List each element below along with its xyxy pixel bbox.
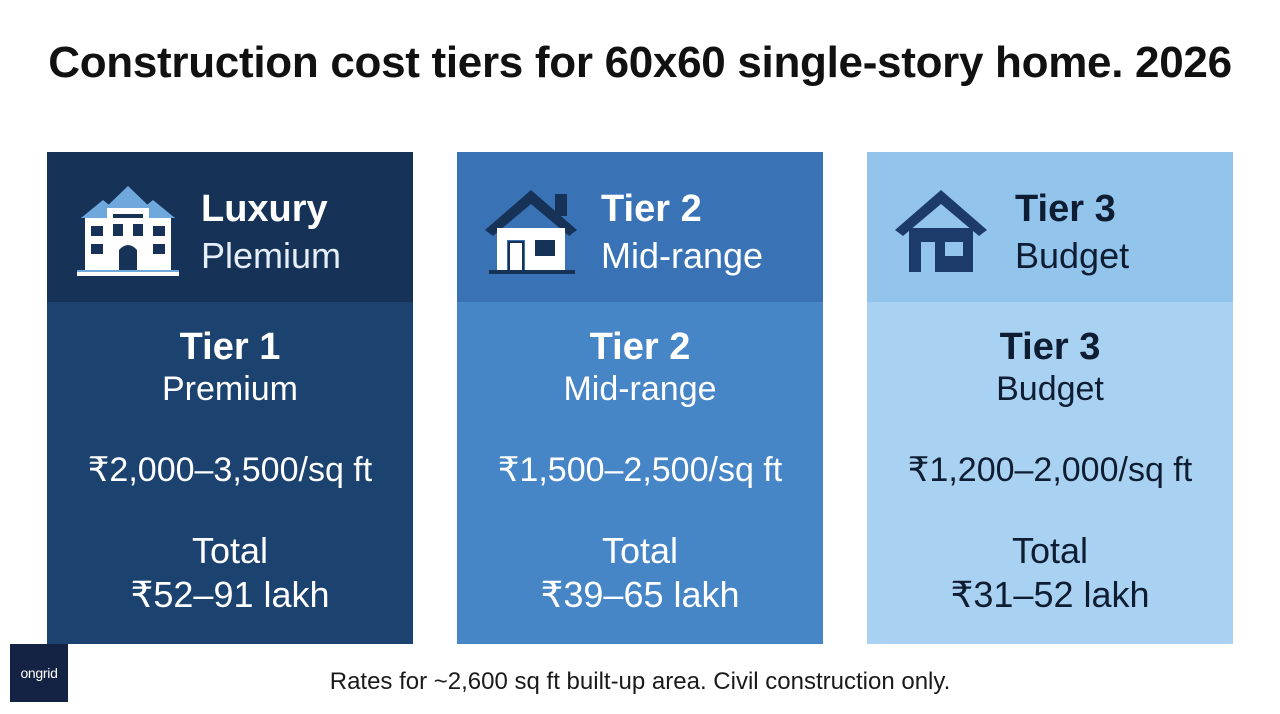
card-body: Tier 2 Mid-range ₹1,500–2,500/sq ft Tota… <box>457 302 823 644</box>
card-header-title: Tier 3 <box>1015 188 1116 230</box>
mansion-icon <box>73 180 183 280</box>
tier-card-luxury: Luxury Plemium Tier 1 Premium ₹2,000–3,5… <box>47 152 413 644</box>
total-value: ₹39–65 lakh <box>540 574 740 615</box>
card-header-title: Tier 2 <box>601 188 702 230</box>
card-header-subtitle: Mid-range <box>601 235 764 276</box>
rate-per-sqft: ₹2,000–3,500/sq ft <box>87 451 373 489</box>
small-house-icon <box>891 180 1001 280</box>
card-header: Tier 2 Mid-range <box>457 152 823 302</box>
page-title: Construction cost tiers for 60x60 single… <box>48 38 1232 87</box>
card-header-text: Tier 3 Budget <box>1015 186 1129 280</box>
logo-text: ongrid <box>20 665 58 681</box>
tier-subtitle: Budget <box>996 370 1104 408</box>
ongrid-logo: ongrid <box>10 644 68 702</box>
card-body: Tier 1 Premium ₹2,000–3,500/sq ft Total … <box>47 302 413 644</box>
rate-per-sqft: ₹1,200–2,000/sq ft <box>907 451 1193 489</box>
footnote: Rates for ~2,600 sq ft built-up area. Ci… <box>329 668 951 695</box>
tier-name: Tier 2 <box>589 326 691 368</box>
card-header-text: Luxury Plemium <box>201 186 341 280</box>
tier-name: Tier 1 <box>179 326 281 368</box>
card-header-subtitle: Budget <box>1015 235 1130 276</box>
tier-name: Tier 3 <box>999 326 1101 368</box>
card-header-text: Tier 2 Mid-range <box>601 186 763 280</box>
rate-per-sqft: ₹1,500–2,500/sq ft <box>497 451 783 489</box>
card-body: Tier 3 Budget ₹1,200–2,000/sq ft Total ₹… <box>867 302 1233 644</box>
tier-subtitle: Mid-range <box>563 370 717 408</box>
card-header-subtitle: Plemium <box>201 235 342 276</box>
tier-card-mid-range: Tier 2 Mid-range Tier 2 Mid-range ₹1,500… <box>457 152 823 644</box>
total-label: Total <box>601 530 679 571</box>
tier-subtitle: Premium <box>161 370 299 408</box>
total-value: ₹31–52 lakh <box>950 574 1150 615</box>
card-header-title: Luxury <box>201 188 328 230</box>
house-icon <box>481 180 591 280</box>
tier-card-budget: Tier 3 Budget Tier 3 Budget ₹1,200–2,000… <box>867 152 1233 644</box>
total-value: ₹52–91 lakh <box>130 574 330 615</box>
total-label: Total <box>1011 530 1089 571</box>
total-label: Total <box>191 530 269 571</box>
card-header: Tier 3 Budget <box>867 152 1233 302</box>
card-header: Luxury Plemium <box>47 152 413 302</box>
